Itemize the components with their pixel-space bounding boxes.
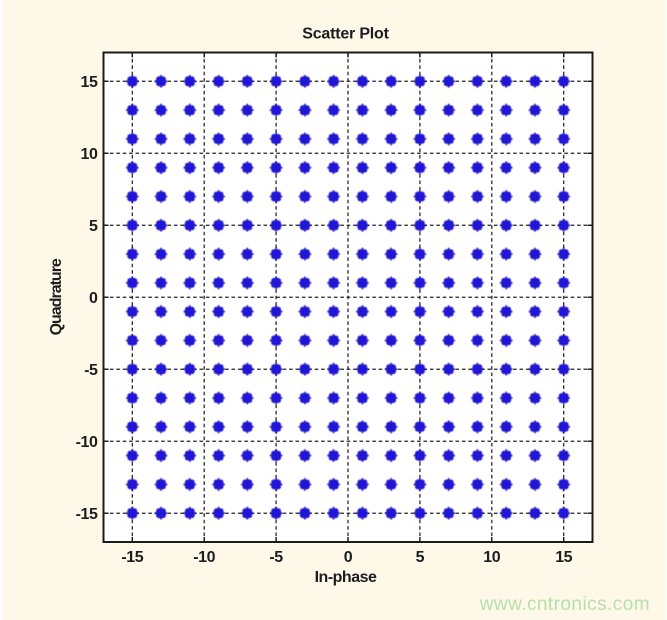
svg-text:0: 0 — [89, 290, 98, 307]
svg-text:-15: -15 — [76, 506, 98, 523]
svg-text:10: 10 — [483, 549, 500, 566]
svg-text:In-phase: In-phase — [315, 569, 377, 586]
svg-text:-10: -10 — [193, 549, 215, 566]
svg-text:-5: -5 — [84, 362, 98, 379]
svg-text:-5: -5 — [269, 549, 283, 566]
svg-text:-10: -10 — [76, 434, 98, 451]
svg-text:-15: -15 — [121, 549, 143, 566]
svg-text:Scatter Plot: Scatter Plot — [302, 26, 389, 43]
svg-text:0: 0 — [344, 549, 353, 566]
svg-text:www.cntronics.com: www.cntronics.com — [479, 594, 650, 615]
svg-text:10: 10 — [81, 146, 98, 163]
svg-text:5: 5 — [416, 549, 425, 566]
svg-text:15: 15 — [81, 74, 98, 91]
svg-text:5: 5 — [89, 218, 98, 235]
svg-text:15: 15 — [555, 549, 572, 566]
svg-text:Quadrature: Quadrature — [48, 258, 65, 335]
